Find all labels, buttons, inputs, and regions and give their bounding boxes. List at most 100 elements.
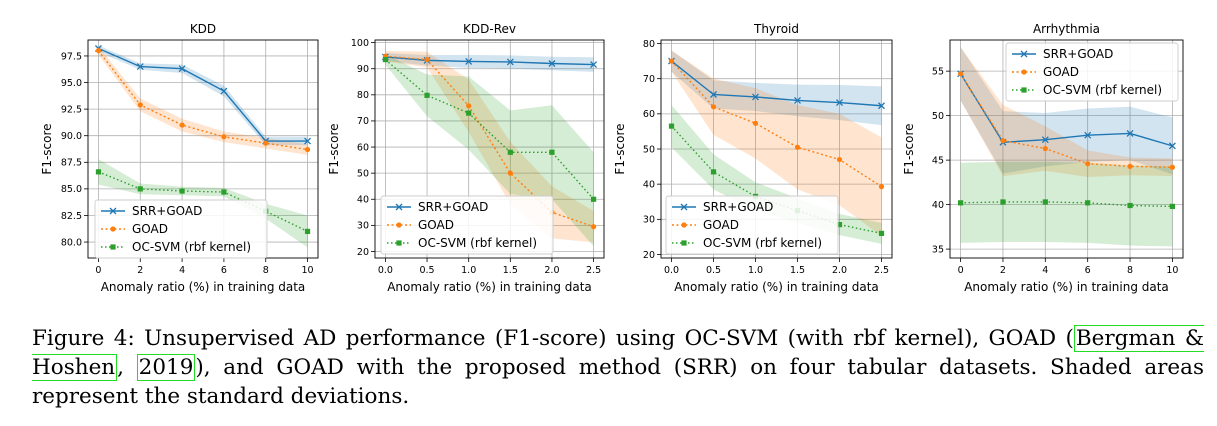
data-point [507,170,513,176]
legend-marker [110,244,116,250]
data-point [590,61,598,69]
data-point [304,137,312,145]
y-tick-label: 87.5 [61,158,82,169]
std-band-srr [960,47,1173,175]
x-tick-label: 0.5 [419,265,434,276]
data-point [878,102,885,110]
data-point [794,144,801,150]
x-tick-label: 10 [1166,265,1178,276]
data-point [382,56,389,63]
legend-label: SRR+GOAD [132,204,202,218]
series-line-srr [671,60,882,107]
x-tick-label: 0 [958,265,964,276]
data-point [304,146,311,153]
std-band-goad [671,50,882,236]
legend-marker [1020,50,1028,58]
legend: SRR+GOAD GOAD OC-SVM (rbf kernel) [665,195,839,255]
std-band-goad [385,50,594,243]
x-tick-label: 10 [301,265,313,276]
y-tick-label: 20 [357,247,369,258]
chart-title: KDD [190,22,216,36]
data-point [179,122,185,128]
x-tick-label: 2 [1000,265,1006,276]
chart-title: KDD-Rev [463,22,516,36]
data-point [548,60,556,67]
data-point [710,104,717,110]
data-point [221,189,227,195]
x-tick-label: 2.5 [586,265,601,276]
y-tick-label: 100 [351,38,369,49]
x-tick-label: 0.5 [706,265,721,276]
data-point [221,134,227,140]
data-point [836,221,843,228]
data-point [137,102,143,108]
y-axis-label: F1-score [327,123,341,174]
data-point [220,87,228,95]
x-tick-label: 6 [1085,265,1091,276]
x-tick-label: 0.0 [664,265,679,276]
chart-kdd-rev: 0.0 0.5 1.0 1.5 2.0 2.5 20 30 40 50 60 70 80 90 100 KDD… [327,22,605,294]
data-point [710,169,717,175]
data-point [752,120,759,126]
x-tick-label: 2.0 [544,265,559,276]
legend-marker [680,203,688,211]
data-point [590,224,597,230]
legend-marker [110,226,116,232]
y-tick-label: 50 [357,168,369,179]
data-point [506,58,514,66]
data-point [1041,136,1049,144]
data-point [1169,164,1176,170]
figure-caption: Figure 4: Unsupervised AD performance (F… [32,324,1204,411]
data-point [1127,202,1133,209]
legend-marker [396,240,402,246]
chart-kdd: 0 2 4 6 8 10 80.0 82.5 85.0 87.5 90.0 92.5 95.0 97.5 K… [40,22,319,294]
y-axis-label: F1-score [613,123,627,174]
data-point [178,65,186,73]
data-point [794,97,801,104]
legend-marker [395,203,403,211]
x-tick-label: 1.0 [461,265,476,276]
data-point [1000,199,1006,205]
x-tick-label: 0 [95,265,101,276]
x-tick-label: 6 [221,265,227,276]
x-tick-label: 2 [137,265,143,276]
data-point [1085,200,1091,206]
legend-label: GOAD [418,218,454,232]
legend-box [380,195,554,255]
data-point [424,56,430,63]
series-line-srr [959,73,1173,147]
y-tick-label: 92.5 [61,104,82,115]
y-tick-label: 85.0 [61,184,82,195]
figure: 0 2 4 6 8 1080.082.585.087.590.092.595.097.5K… [40,22,1184,294]
data-point [1168,142,1176,150]
std-band-goad [98,46,308,155]
x-tick-label: 1.0 [748,265,763,276]
x-tick-label: 8 [263,265,269,276]
data-point [466,103,472,109]
x-tick-label: 2.5 [874,265,889,276]
citation-year-link[interactable]: 2019 [136,354,196,381]
legend: SRR+GOAD GOAD OC-SVM (rbf kernel) [1005,42,1179,102]
y-tick-label: 82.5 [61,211,82,222]
series-line-ocsvm [960,201,1173,208]
legend-label: SRR+GOAD [703,200,773,214]
data-point [836,99,843,107]
legend-label: SRR+GOAD [1043,47,1113,61]
legend-marker [396,222,402,228]
citation-authors-link[interactable]: Bergman & Hoshen [32,325,1204,381]
legend-marker [1021,69,1027,75]
x-tick-label: 8 [1127,265,1133,276]
data-point [507,149,513,155]
x-axis-label: Anomaly ratio (%) in training data [674,280,879,294]
legend-marker [681,240,687,246]
data-point [136,63,144,71]
legend-marker [109,207,117,215]
data-point [179,188,185,194]
y-tick-label: 40 [643,179,655,190]
std-band-goad [960,47,1173,178]
series-line-goad [959,73,1173,168]
data-point [465,57,473,65]
data-point [836,156,843,163]
std-band-srr [671,50,882,126]
series-line-srr [385,56,594,66]
